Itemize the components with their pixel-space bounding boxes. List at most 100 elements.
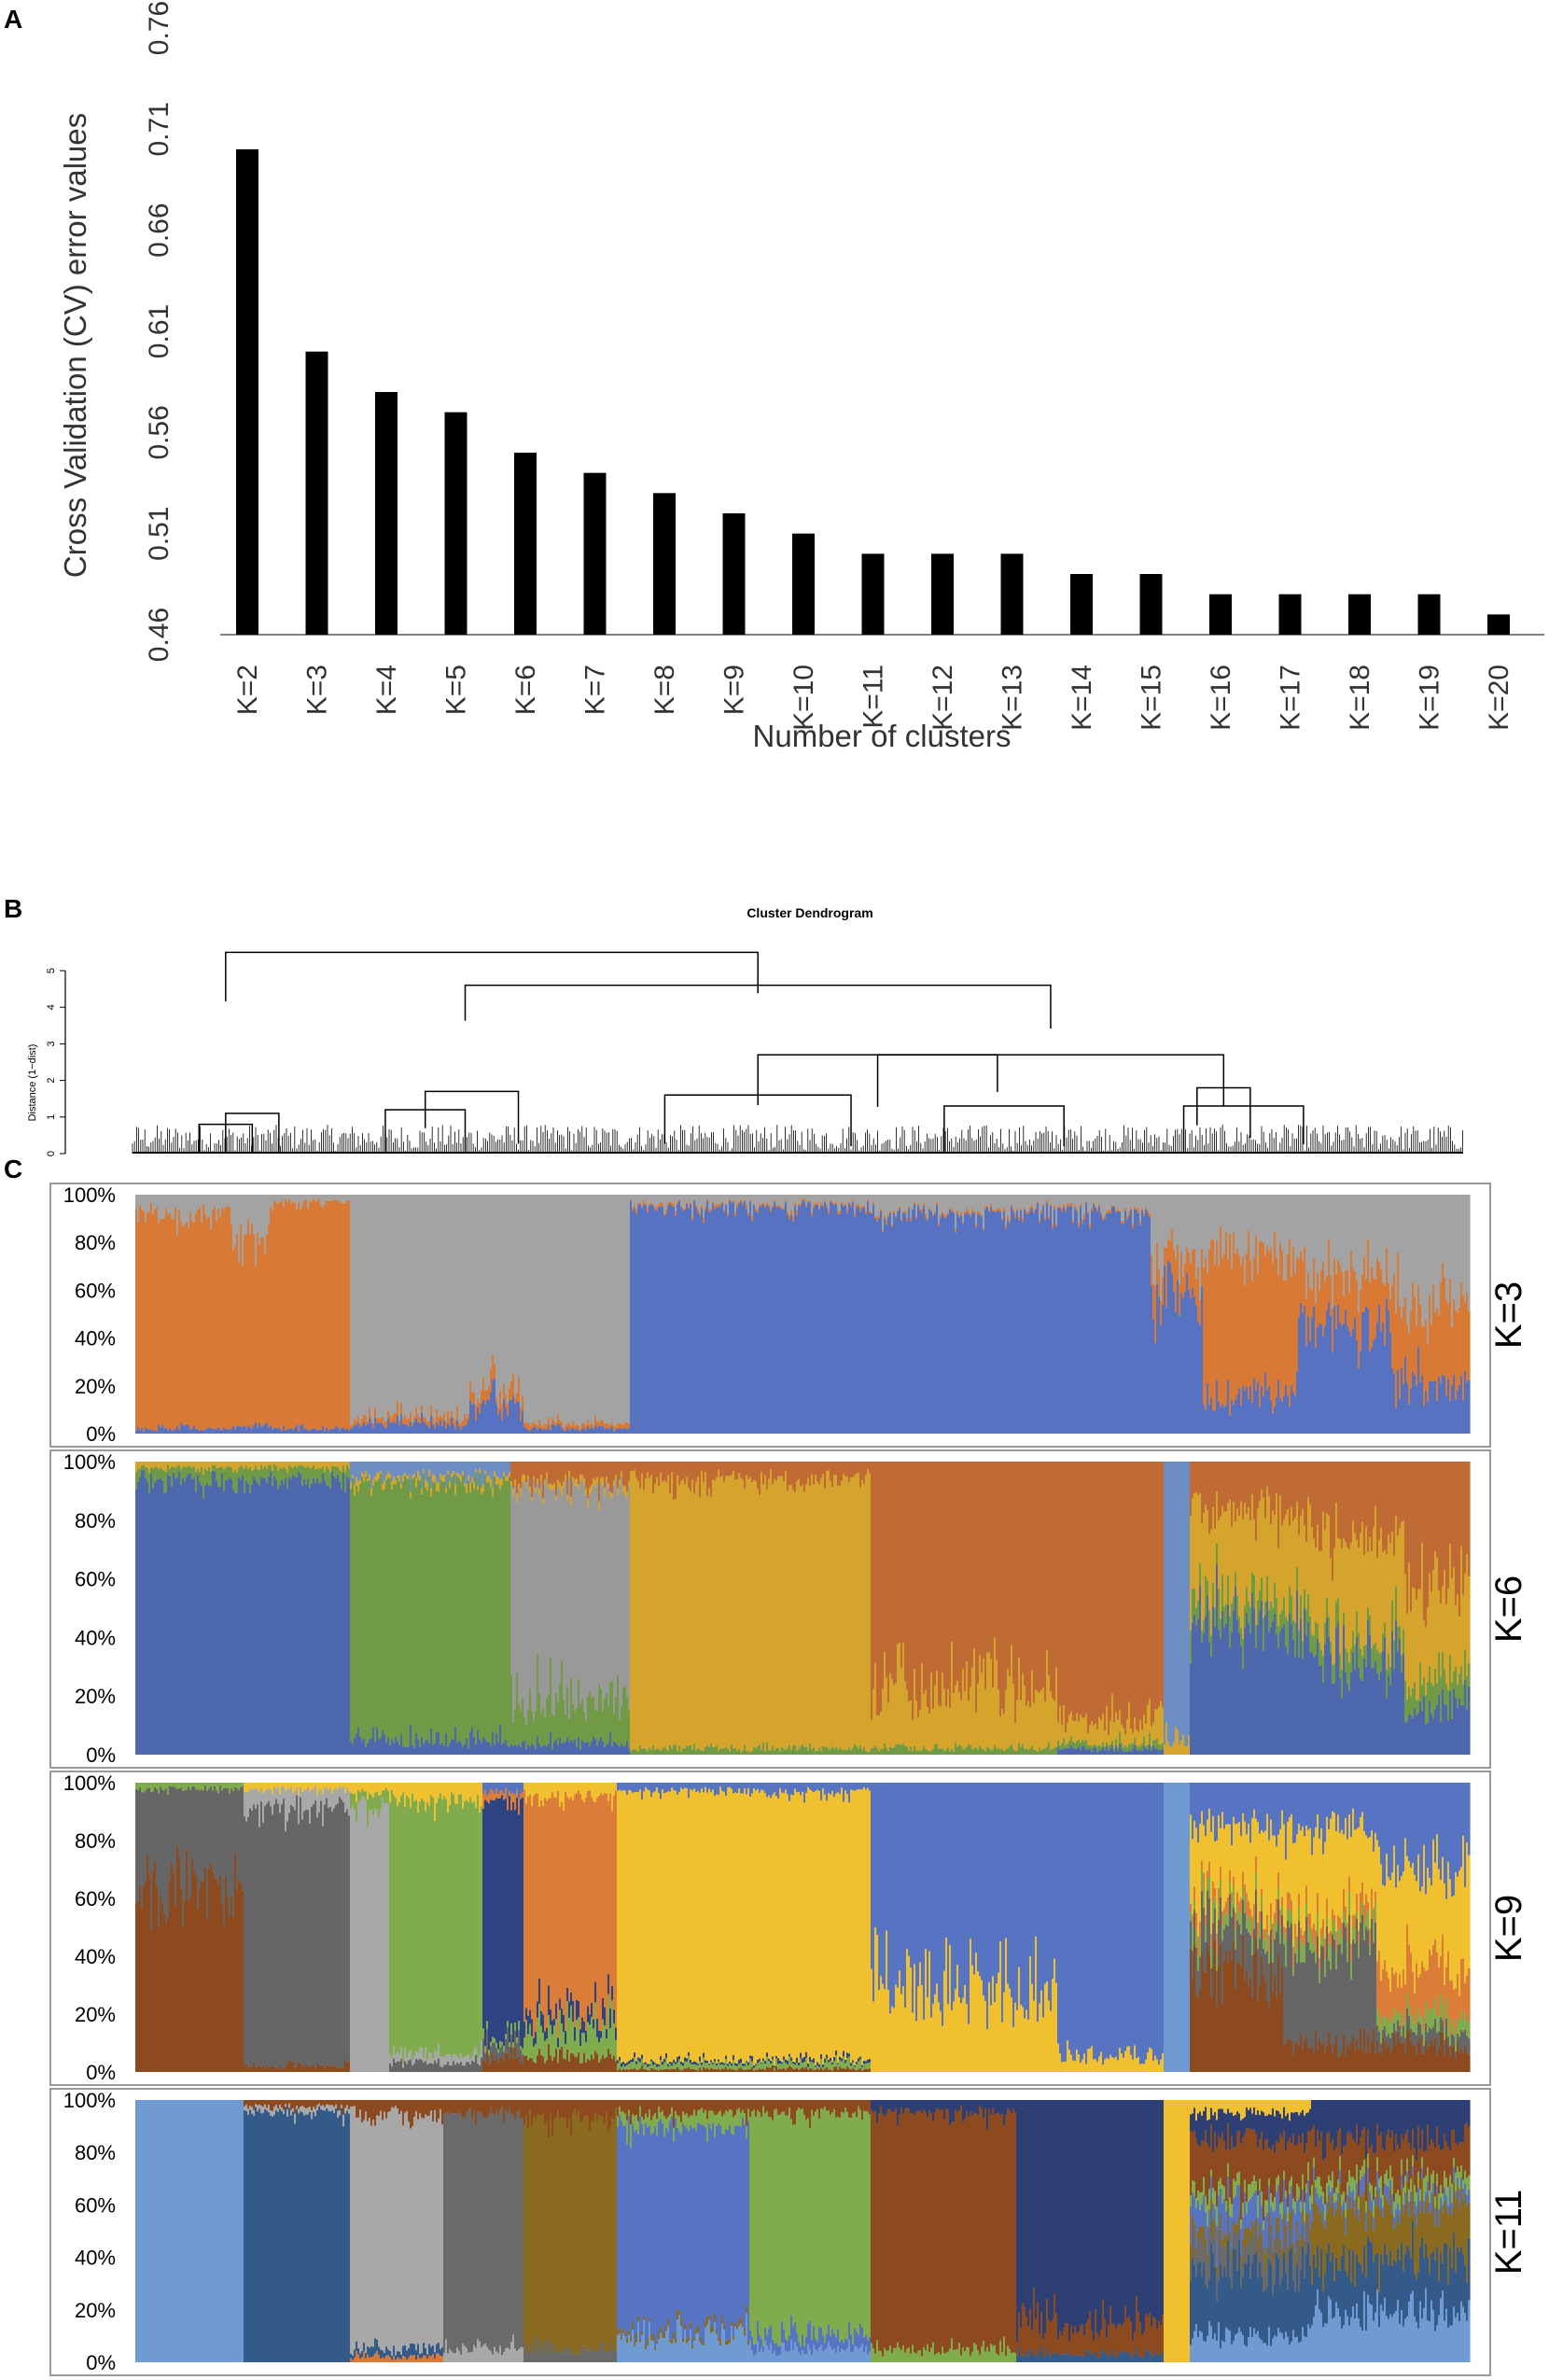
admixture-bar xyxy=(986,1207,989,1434)
admixture-bar xyxy=(1068,1462,1071,1715)
admixture-bar xyxy=(1248,1398,1250,1434)
admixture-bar xyxy=(1317,1326,1319,1434)
admixture-bar xyxy=(1279,1242,1282,1399)
admixture-bar xyxy=(1218,1195,1221,1267)
admixture-bar xyxy=(161,1462,164,1470)
admixture-bar xyxy=(1305,1299,1308,1346)
admixture-bar xyxy=(425,1487,427,1742)
admixture-bar xyxy=(378,1478,381,1740)
admixture-bar xyxy=(1020,1208,1023,1211)
admixture-bar xyxy=(1244,1284,1247,1391)
admixture-bar xyxy=(921,1195,924,1210)
admixture-bar xyxy=(1158,1195,1161,1269)
admixture-bar xyxy=(729,1476,732,1752)
admixture-bar xyxy=(975,1747,978,1755)
admixture-bar xyxy=(559,1737,562,1755)
admixture-bar xyxy=(830,1462,832,1481)
admixture-bar xyxy=(1016,1209,1019,1211)
admixture-bar xyxy=(1445,1195,1448,1301)
admixture-bar xyxy=(570,1425,573,1429)
admixture-bar xyxy=(680,1195,683,1206)
admixture-bar xyxy=(251,1470,254,1485)
admixture-bar xyxy=(555,1462,558,1496)
admixture-bar xyxy=(874,1745,877,1755)
admixture-bar xyxy=(214,1464,216,1472)
admixture-bar xyxy=(572,1195,575,1421)
admixture-bar xyxy=(169,1195,172,1213)
admixture-bar xyxy=(945,1214,948,1219)
admixture-bar xyxy=(565,1425,567,1431)
admixture-bar xyxy=(701,1205,704,1209)
admixture-bar xyxy=(165,1195,168,1209)
admixture-bar xyxy=(1067,1722,1069,1743)
admixture-bar xyxy=(184,1195,187,1225)
admixture-bar xyxy=(1333,1305,1336,1434)
admixture-bar xyxy=(1057,1207,1060,1434)
admixture-bar xyxy=(841,1480,844,1750)
admixture-plots: 0%20%40%60%80%100%K=30%20%40%60%80%100%K… xyxy=(49,1183,1529,2376)
admixture-bar xyxy=(1104,1218,1107,1434)
admixture-bar xyxy=(434,1462,437,1476)
admixture-bar xyxy=(662,1748,664,1755)
admixture-bar xyxy=(570,1462,573,1497)
admixture-bar xyxy=(1287,1195,1290,1254)
admixture-bar xyxy=(305,1484,308,1755)
admixture-bar xyxy=(572,1427,575,1434)
admixture-bar xyxy=(1343,1295,1346,1323)
admixture-bar xyxy=(1298,1195,1301,1259)
admixture-bar xyxy=(1020,1210,1023,1434)
admixture-bar xyxy=(596,1745,599,1755)
admixture-bar xyxy=(1360,1289,1362,1351)
admixture-bar xyxy=(643,1490,646,1748)
admixture-bar xyxy=(501,1744,504,1755)
admixture-bar xyxy=(598,1421,601,1426)
admixture-bar xyxy=(227,1465,230,1481)
admixture-bar xyxy=(902,1743,905,1755)
admixture-bar xyxy=(774,1462,776,1479)
admixture-bar xyxy=(889,1195,892,1211)
admixture-bar xyxy=(1096,1211,1099,1434)
admixture-bar xyxy=(816,1750,819,1755)
admixture-bar xyxy=(1345,1195,1347,1271)
admixture-bar xyxy=(314,1195,317,1201)
admixture-bar xyxy=(189,1212,192,1431)
admixture-bar xyxy=(281,1468,284,1480)
admixture-bar xyxy=(1192,1497,1194,1589)
admixture-bar xyxy=(329,1200,332,1429)
admixture-bar xyxy=(945,1195,948,1215)
admixture-bar xyxy=(1242,1385,1245,1434)
admixture-bar xyxy=(802,1195,804,1199)
admixture-bar xyxy=(1235,1572,1237,1587)
admixture-bar xyxy=(1246,1462,1249,1515)
admixture-bar xyxy=(453,1471,455,1476)
admixture-bar xyxy=(820,1462,823,1478)
admixture-bar xyxy=(199,1481,202,1755)
admixture-bar xyxy=(272,1210,274,1430)
admixture-bar xyxy=(251,1224,254,1429)
admixture-bar xyxy=(1115,1210,1118,1212)
admixture-bar xyxy=(1210,1239,1213,1398)
admixture-y-tick-K=3-60%: 60% xyxy=(75,1279,116,1302)
admixture-bar xyxy=(156,1195,159,1208)
admixture-bar xyxy=(1274,1231,1277,1407)
admixture-bar xyxy=(531,1195,534,1423)
admixture-bar xyxy=(1192,1195,1194,1250)
admixture-bar xyxy=(531,1710,534,1743)
admixture-bar xyxy=(790,1214,793,1434)
admixture-bar xyxy=(382,1416,384,1424)
admixture-bar xyxy=(990,1203,993,1207)
admixture-bar xyxy=(703,1217,705,1223)
admixture-bar xyxy=(1055,1195,1058,1225)
admixture-bar xyxy=(1195,1195,1198,1280)
admixture-bar xyxy=(1061,1211,1064,1434)
admixture-bar xyxy=(1026,1462,1028,1706)
admixture-bar xyxy=(404,1462,407,1473)
admixture-bar xyxy=(570,1428,573,1434)
admixture-bar xyxy=(255,1421,258,1434)
admixture-bar xyxy=(869,1462,872,1474)
admixture-bar xyxy=(1098,1744,1101,1751)
admixture-bar xyxy=(617,1195,620,1423)
admixture-bar xyxy=(844,1476,847,1751)
admixture-bar xyxy=(279,1429,282,1434)
admixture-bar xyxy=(984,1206,987,1210)
